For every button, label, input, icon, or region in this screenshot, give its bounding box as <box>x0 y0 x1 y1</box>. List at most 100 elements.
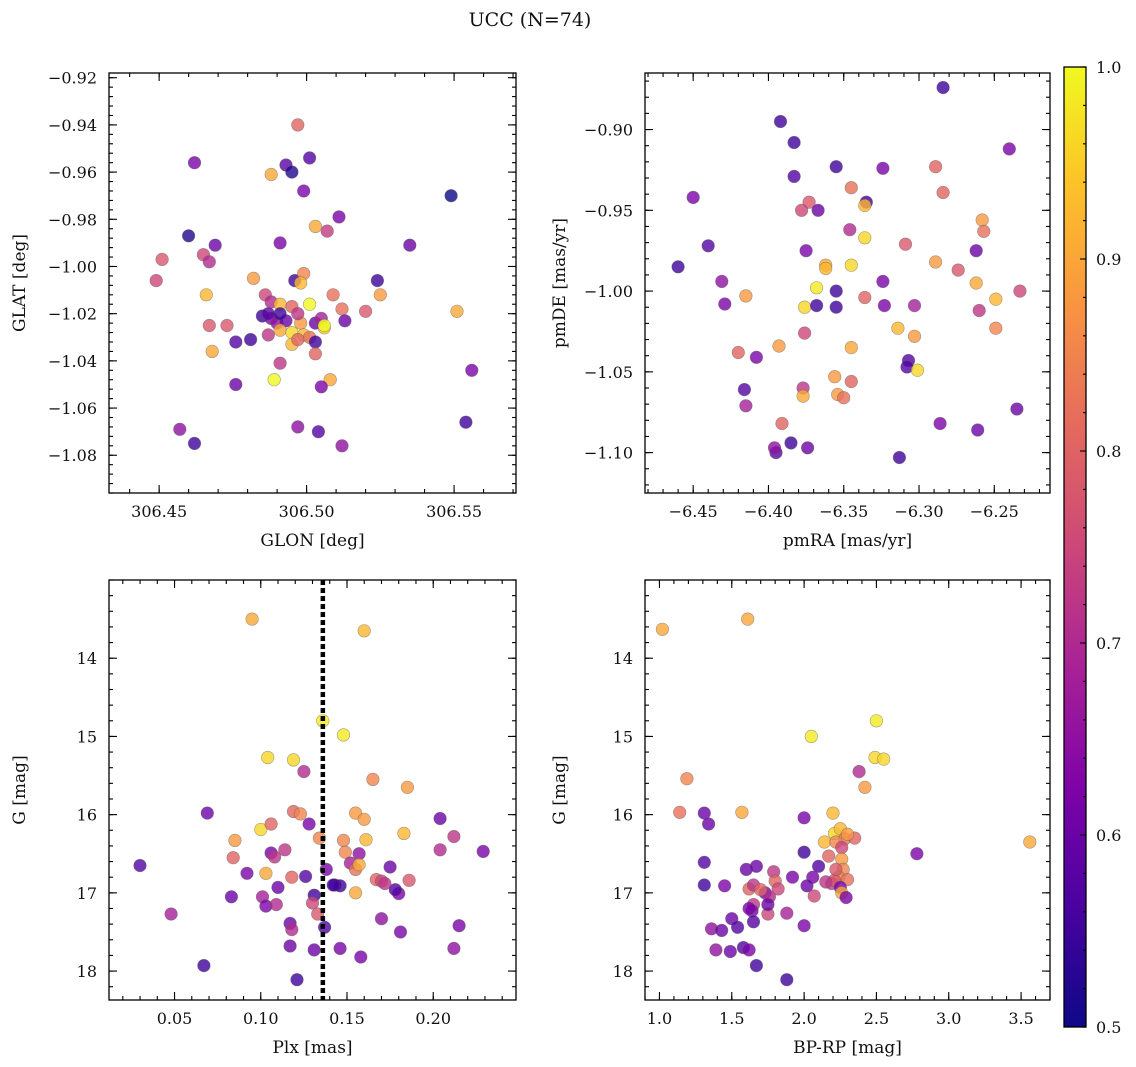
data-point <box>787 135 801 150</box>
data-point <box>829 862 843 877</box>
data-point <box>780 973 794 987</box>
data-point <box>797 919 811 933</box>
data-point <box>338 314 352 328</box>
data-point <box>314 380 328 394</box>
data-point <box>989 292 1003 306</box>
data-point <box>308 347 323 361</box>
data-point <box>749 350 764 364</box>
data-point <box>936 80 950 95</box>
data-point <box>149 274 163 288</box>
data-point <box>273 356 287 370</box>
y-tick-label: −1.10 <box>584 444 633 463</box>
y-tick-label: 14 <box>613 649 633 668</box>
data-point <box>267 373 281 387</box>
data-point <box>819 261 833 276</box>
x-tick-label: 2.5 <box>864 1009 889 1028</box>
data-point <box>303 297 317 311</box>
x-tick-label: 0.15 <box>329 1009 365 1028</box>
data-point <box>807 889 821 903</box>
data-point <box>717 879 732 893</box>
data-point <box>898 237 913 251</box>
colorbar-tick-label: 0.8 <box>1096 442 1121 461</box>
data-point <box>312 831 327 845</box>
data-point <box>869 714 884 728</box>
data-point <box>796 389 810 403</box>
y-tick-label: 14 <box>77 649 97 668</box>
data-point <box>261 307 275 321</box>
data-point <box>359 833 373 847</box>
data-point <box>701 817 716 831</box>
data-point <box>402 873 416 887</box>
data-point <box>202 255 216 269</box>
data-point <box>433 811 447 826</box>
data-point <box>308 335 323 349</box>
data-point <box>271 880 285 895</box>
data-point <box>283 939 297 953</box>
data-point <box>333 941 347 956</box>
data-point <box>336 728 351 742</box>
data-point <box>971 423 985 437</box>
y-tick-label: −0.98 <box>48 210 97 229</box>
data-point <box>374 912 389 926</box>
data-point <box>291 420 305 434</box>
data-point <box>785 870 800 884</box>
y-tick-label: 17 <box>613 884 633 903</box>
data-point <box>164 907 178 921</box>
data-point <box>910 847 924 861</box>
data-point <box>809 281 824 295</box>
axes-frame <box>108 72 517 494</box>
data-point <box>697 855 711 869</box>
data-point <box>224 890 238 904</box>
colorbar-tick-label: 0.5 <box>1096 1018 1121 1037</box>
data-point <box>771 882 785 896</box>
data-point <box>273 323 287 337</box>
x-tick-label: 1.0 <box>647 1009 672 1028</box>
data-point <box>843 223 857 237</box>
data-point <box>357 624 371 638</box>
y-tick-label: −1.02 <box>48 305 97 324</box>
data-point <box>746 915 761 929</box>
x-tick-label: 306.45 <box>131 502 187 521</box>
x-tick-label: 306.50 <box>279 502 335 521</box>
data-point <box>452 919 466 933</box>
y-tick-label: −0.95 <box>584 201 633 220</box>
data-point <box>844 258 858 272</box>
data-point <box>400 780 415 794</box>
points-plx-g <box>133 612 490 987</box>
data-point <box>403 238 417 252</box>
data-point <box>809 299 824 313</box>
data-point <box>811 859 826 873</box>
data-point <box>787 169 801 183</box>
data-point <box>285 870 299 884</box>
data-point <box>723 944 737 959</box>
data-point <box>797 326 812 340</box>
data-point <box>220 318 234 333</box>
data-point <box>459 415 473 429</box>
data-point <box>269 897 283 912</box>
data-point <box>373 288 387 302</box>
data-point <box>187 436 202 451</box>
data-point <box>297 764 311 779</box>
data-point <box>291 118 305 132</box>
data-point <box>326 878 340 892</box>
data-point <box>240 866 254 880</box>
data-point <box>229 335 243 349</box>
panel-pmra-pmde: −6.45 −6.40 −6.35 −6.30 −6.25 −0.90 −0.95 −1.00… <box>550 72 1051 551</box>
data-point <box>264 817 278 831</box>
y-axis-label: GLAT [deg] <box>10 234 30 332</box>
data-point <box>297 184 311 198</box>
data-point <box>261 328 275 342</box>
y-tick-label: 18 <box>77 962 97 981</box>
x-tick-label: 2.0 <box>791 1009 816 1028</box>
data-point <box>311 425 326 439</box>
data-point <box>907 299 922 313</box>
data-point <box>877 752 891 766</box>
data-point <box>977 224 991 238</box>
data-point <box>308 219 323 233</box>
data-point <box>715 923 729 938</box>
data-point <box>299 869 313 884</box>
points-bprp-g <box>655 612 1037 987</box>
data-point <box>731 345 745 360</box>
data-point <box>739 289 753 303</box>
